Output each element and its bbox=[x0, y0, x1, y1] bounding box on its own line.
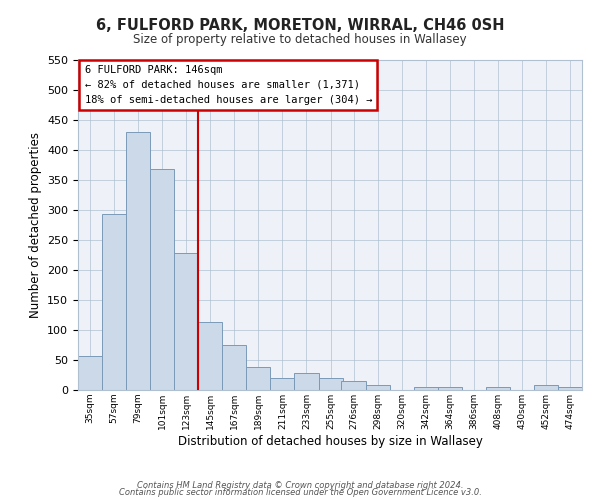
Text: 6, FULFORD PARK, MORETON, WIRRAL, CH46 0SH: 6, FULFORD PARK, MORETON, WIRRAL, CH46 0… bbox=[96, 18, 504, 32]
Bar bbox=[247, 367, 271, 390]
Bar bbox=[78, 356, 102, 390]
Text: Contains HM Land Registry data © Crown copyright and database right 2024.: Contains HM Land Registry data © Crown c… bbox=[137, 480, 463, 490]
Bar bbox=[319, 378, 343, 390]
Bar bbox=[126, 132, 150, 390]
Text: Contains public sector information licensed under the Open Government Licence v3: Contains public sector information licen… bbox=[119, 488, 481, 497]
Text: Size of property relative to detached houses in Wallasey: Size of property relative to detached ho… bbox=[133, 32, 467, 46]
Bar bbox=[295, 372, 319, 390]
Bar bbox=[223, 345, 247, 390]
Bar bbox=[150, 169, 174, 390]
Bar bbox=[174, 253, 198, 390]
Bar bbox=[271, 378, 295, 390]
Bar bbox=[365, 385, 389, 390]
Bar bbox=[534, 385, 558, 390]
Text: 6 FULFORD PARK: 146sqm
← 82% of detached houses are smaller (1,371)
18% of semi-: 6 FULFORD PARK: 146sqm ← 82% of detached… bbox=[85, 65, 372, 104]
X-axis label: Distribution of detached houses by size in Wallasey: Distribution of detached houses by size … bbox=[178, 434, 482, 448]
Bar bbox=[437, 387, 462, 390]
Bar bbox=[486, 387, 510, 390]
Y-axis label: Number of detached properties: Number of detached properties bbox=[29, 132, 41, 318]
Bar bbox=[341, 381, 365, 390]
Bar bbox=[413, 387, 437, 390]
Bar bbox=[558, 387, 582, 390]
Bar bbox=[198, 322, 223, 390]
Bar bbox=[102, 214, 126, 390]
